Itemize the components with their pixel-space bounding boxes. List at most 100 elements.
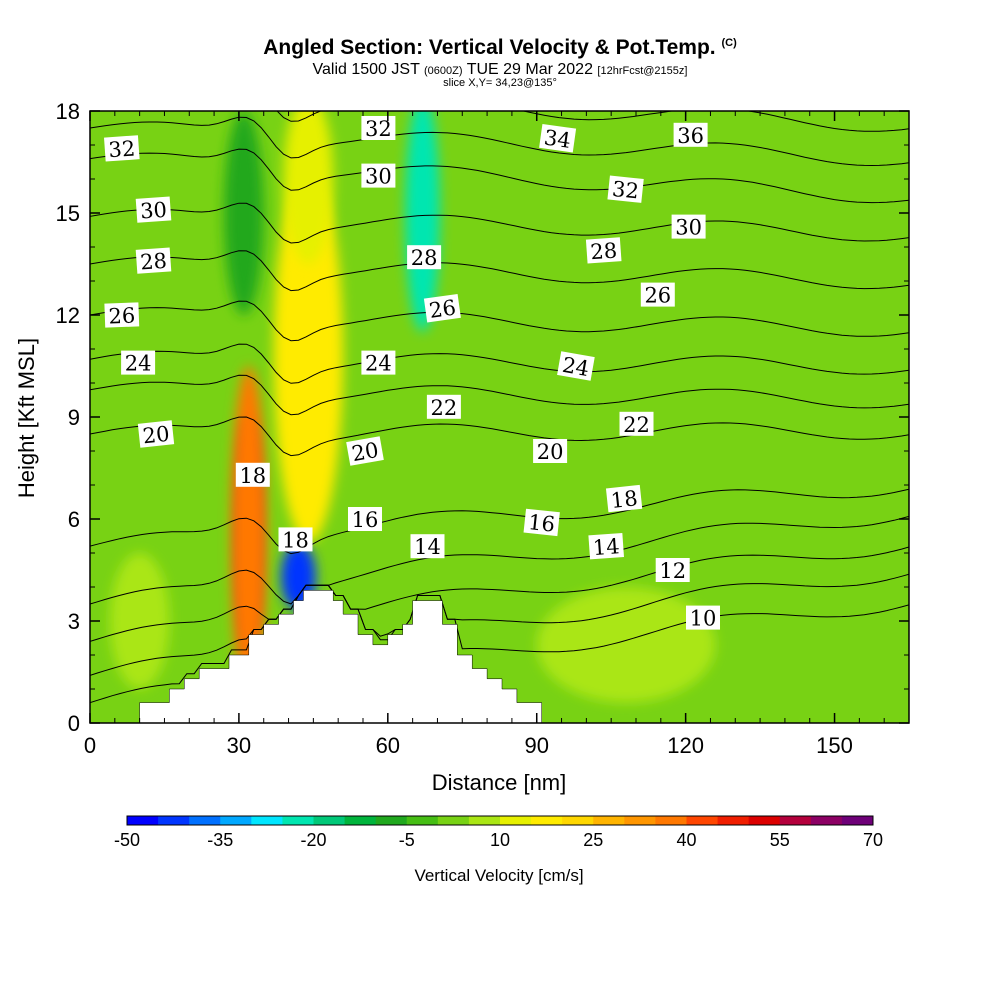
- contour-label: 16: [348, 507, 382, 532]
- colorbar-swatch: [810, 816, 843, 825]
- colorbar-tick-label: -50: [114, 830, 140, 850]
- colorbar-swatch: [717, 816, 750, 825]
- colorbar-swatch: [686, 816, 719, 825]
- colorbar-swatch: [655, 816, 687, 825]
- y-tick-label: 9: [68, 405, 80, 430]
- contour-label-box: [137, 420, 175, 448]
- contour-label-text: 18: [610, 486, 639, 513]
- contour-label-box: [121, 350, 156, 375]
- contour-label-text: 16: [527, 510, 556, 537]
- contour-label-box: [135, 196, 172, 223]
- isentrope-34: [90, 116, 909, 167]
- colorbar-tick-label: -5: [399, 830, 415, 850]
- contour-label: 24: [121, 350, 156, 376]
- contour-label-box: [673, 122, 708, 147]
- colorbar-swatch: [500, 816, 532, 825]
- colorbar-label: Vertical Velocity [cm/s]: [414, 866, 583, 885]
- contour-label-box: [135, 247, 172, 274]
- contour-label: 14: [588, 533, 624, 560]
- colorbar-tick-label: 25: [583, 830, 603, 850]
- contour-label: 20: [346, 436, 384, 466]
- colorbar: -50 -35 -20 -5 10 25 40 55 70: [114, 815, 883, 850]
- colorbar-swatch: [127, 816, 159, 825]
- colorbar-tick-label: -20: [300, 830, 326, 850]
- contour-label: 28: [135, 247, 172, 275]
- chart-subtitle: Valid 1500 JST (0600Z) TUE 29 Mar 2022 […: [312, 61, 688, 78]
- contour-label-box: [585, 237, 622, 264]
- x-axis-label: Distance [nm]: [432, 770, 567, 795]
- colorbar-swatch: [375, 816, 408, 825]
- plot-area: [90, 111, 909, 723]
- y-tick-label: 0: [68, 711, 80, 736]
- colorbar-swatch: [189, 816, 221, 825]
- contour-label-box: [104, 302, 140, 328]
- y-tick-label: 3: [68, 609, 80, 634]
- contour-label-text: 20: [142, 422, 171, 449]
- contour-label: 24: [361, 350, 396, 376]
- contour-label-text: 34: [543, 125, 573, 152]
- terrain-mask: [90, 590, 909, 724]
- downdraft-region: [405, 111, 440, 332]
- x-tick-label: 150: [816, 733, 853, 758]
- colorbar-frame: [126, 815, 874, 826]
- contour-label-text: 32: [108, 136, 136, 162]
- contour-label-box: [533, 439, 568, 463]
- isentrope-28: [90, 250, 909, 292]
- contour-label-text: 12: [659, 559, 686, 583]
- isentrope-24: [90, 343, 909, 384]
- colorbar-swatch: [624, 816, 656, 825]
- contour-label-box: [423, 293, 461, 323]
- contour-label-box: [605, 484, 643, 513]
- terrain-profile: [90, 590, 909, 724]
- isentrope-32: [90, 148, 909, 204]
- isentrope-10: [90, 584, 909, 704]
- contour-label-text: 22: [623, 413, 650, 437]
- contour-label: 36: [673, 122, 708, 148]
- contour-label-text: 18: [282, 528, 309, 552]
- contour-label-text: 30: [675, 216, 702, 240]
- isentrope-18: [90, 488, 909, 555]
- contour-label-box: [640, 282, 675, 307]
- isentrope-12: [90, 573, 909, 676]
- contour-label-text: 28: [411, 246, 438, 270]
- contour-label-box: [361, 350, 396, 375]
- contour-label: 32: [104, 135, 140, 162]
- colorbar-swatch: [313, 816, 346, 825]
- isentrope-16: [90, 515, 909, 605]
- colorbar-swatch: [344, 816, 377, 825]
- contour-label-text: 10: [690, 607, 717, 631]
- contour-label-box: [407, 245, 442, 270]
- forecast-info: [12hrFcst@2155z]: [597, 65, 688, 77]
- colorbar-tick-label: 55: [770, 830, 790, 850]
- contour-label-text: 20: [350, 438, 380, 466]
- contour-label-box: [557, 351, 595, 381]
- contour-label: 34: [539, 123, 577, 153]
- contour-labels: 32 30 28 26 24 20 18 18 32 30 28 26 24 22 20 16 14 34 36 32…: [104, 116, 720, 631]
- contour-label-text: 16: [352, 508, 379, 532]
- colorbar-swatch: [406, 816, 439, 825]
- contour-label: 14: [410, 534, 445, 559]
- colorbar-swatch: [468, 816, 501, 825]
- updraft-region: [273, 168, 344, 543]
- isentrope-lines: [90, 111, 909, 704]
- y-tick-label: 6: [68, 507, 80, 532]
- contour-label-text: 36: [677, 124, 704, 148]
- colorbar-tick-label: -35: [207, 830, 233, 850]
- colorbar-swatch: [593, 816, 625, 825]
- isentrope-26: [90, 300, 909, 342]
- x-tick-label: 90: [524, 733, 548, 758]
- colorbar-tick-label: 40: [676, 830, 696, 850]
- copyright-mark: (C): [721, 37, 737, 49]
- contour-label-box: [607, 175, 644, 203]
- contour-label: 18: [235, 462, 270, 488]
- contour-label-box: [426, 394, 461, 419]
- utc-time: (0600Z): [424, 65, 463, 77]
- contour-label: 30: [671, 214, 706, 240]
- colorbar-swatch: [748, 816, 781, 825]
- contour-label-box: [410, 534, 445, 559]
- contour-label-text: 26: [644, 284, 671, 308]
- slice-info: slice X,Y= 34,23@135°: [443, 77, 557, 89]
- contour-label: 26: [104, 302, 140, 328]
